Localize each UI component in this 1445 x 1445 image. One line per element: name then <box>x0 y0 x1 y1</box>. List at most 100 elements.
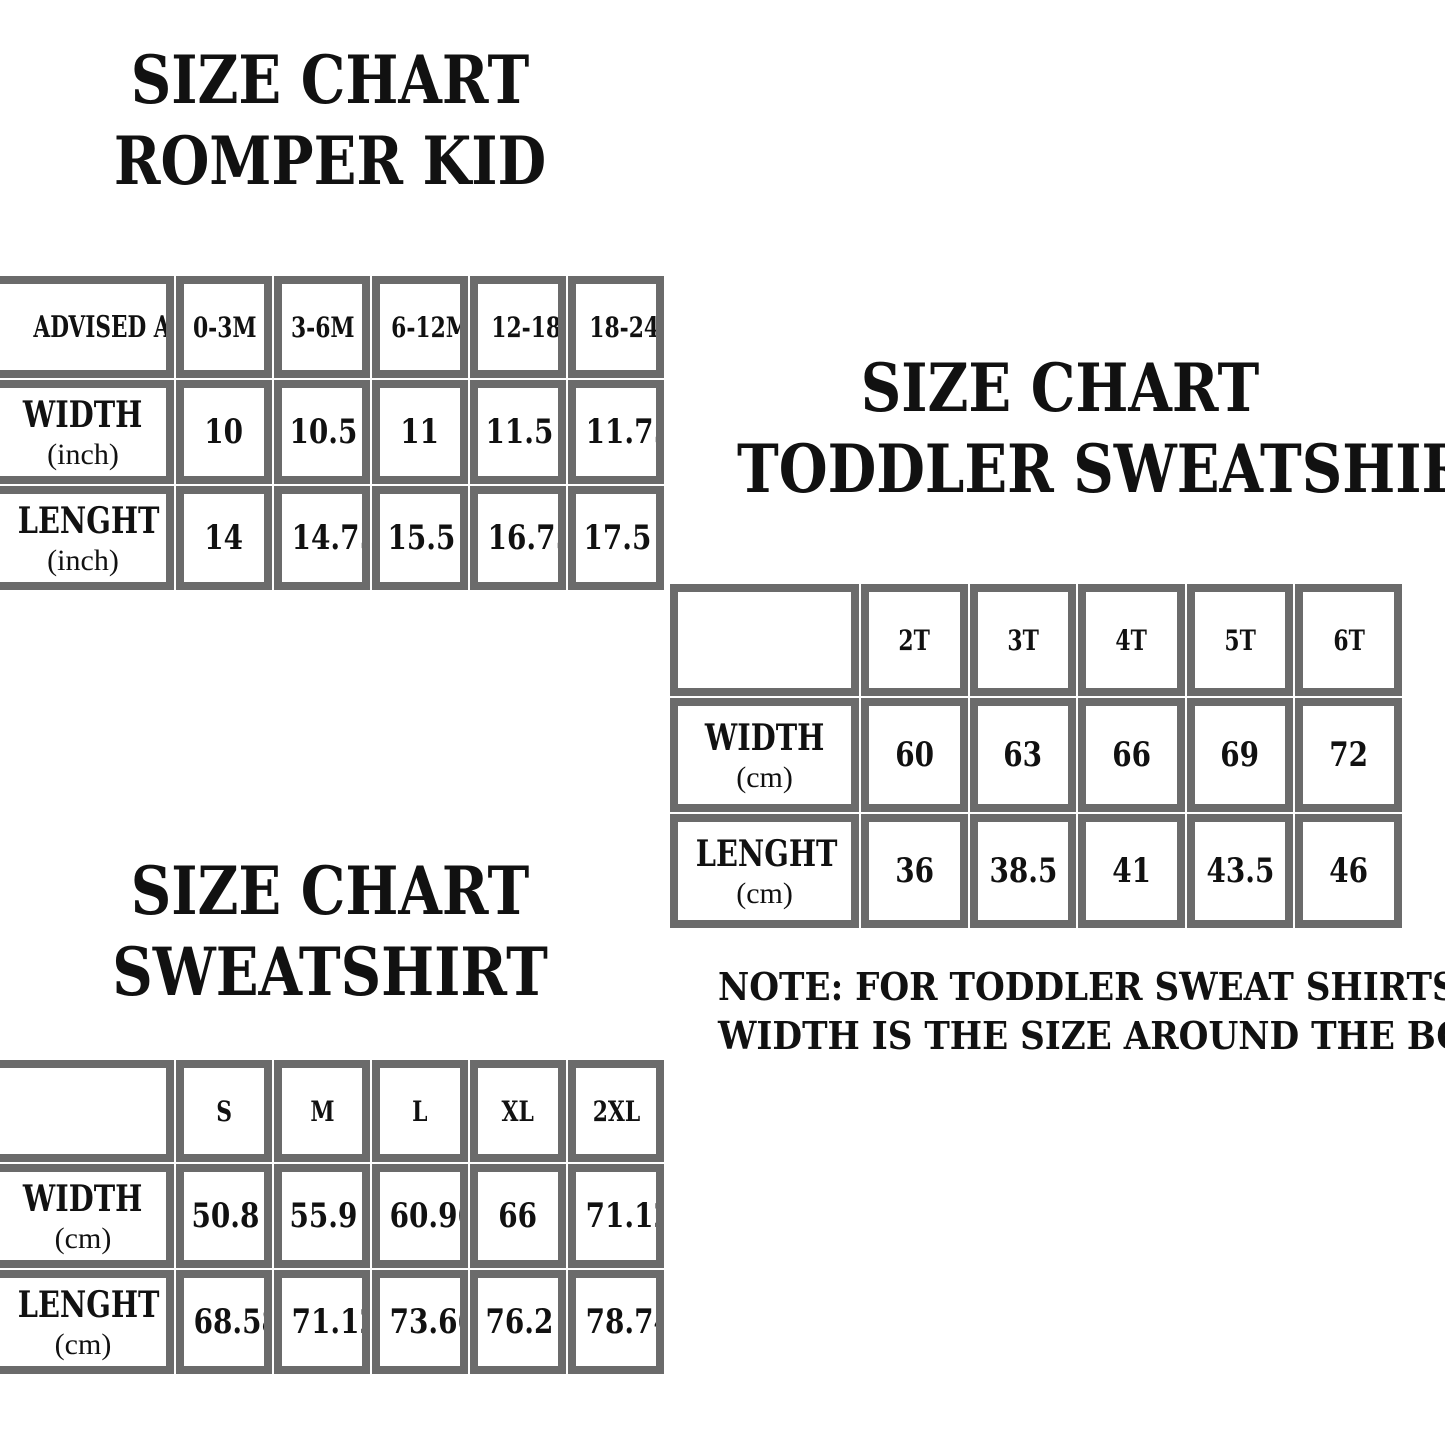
value-text: 36 <box>894 851 934 891</box>
header-cell: 4T <box>1078 584 1185 696</box>
value-text: 10 <box>204 412 244 452</box>
header-cell-text: 3-6M <box>290 310 355 344</box>
value-cell: 41 <box>1078 814 1185 928</box>
header-cell: XL <box>470 1060 566 1162</box>
romper-title-line2: ROMPER KID <box>113 121 547 200</box>
header-cell-text: L <box>412 1094 428 1128</box>
sweatshirt-chart-title: SIZE CHART SWEATSHIRT <box>50 851 611 1012</box>
toddler-chart-title: SIZE CHART TODDLER SWEATSHIRT <box>737 348 1445 509</box>
header-cell: 5T <box>1186 584 1294 696</box>
header-cell: M <box>274 1060 370 1162</box>
romper-title-line1: SIZE CHART <box>130 41 530 119</box>
toddler-size-table: 2T 3T 4T 5T 6T WIDTH (cm) 60 63 66 69 72… <box>668 582 1404 930</box>
value-text: 14.75 <box>291 518 362 558</box>
value-text: 10.5 <box>289 412 358 452</box>
value-text: 43.5 <box>1206 851 1275 891</box>
header-cell-text: 0-3M <box>192 310 257 344</box>
value-cell: 72 <box>1295 698 1402 812</box>
table-row-width: WIDTH (cm) 60 63 66 69 72 <box>670 698 1402 812</box>
table-header-row: 2T 3T 4T 5T 6T <box>670 584 1402 696</box>
value-cell: 46 <box>1295 814 1402 928</box>
value-text: 78.74 <box>585 1302 656 1342</box>
value-cell: 43.5 <box>1186 814 1294 928</box>
value-cell: 73.66 <box>372 1270 468 1374</box>
header-cell-text: M <box>309 1094 335 1128</box>
value-cell: 71.12 <box>568 1164 664 1268</box>
row-label: WIDTH <box>23 393 143 436</box>
row-unit: (cm) <box>736 876 793 910</box>
value-cell: 36 <box>861 814 968 928</box>
toddler-note-line2: WIDTH IS THE SIZE AROUND THE BODY. <box>718 1013 1445 1059</box>
value-text: 16.75 <box>487 518 558 558</box>
row-label-cell: LENGHT (cm) <box>0 1270 174 1374</box>
toddler-title-line1: SIZE CHART <box>860 349 1260 427</box>
value-text: 11.5 <box>485 412 554 452</box>
sweatshirt-size-table: S M L XL 2XL WIDTH (cm) 50.8 55.9 60.9 6 … <box>0 1058 666 1376</box>
header-cell: 6-12M <box>372 276 468 378</box>
row-unit: (cm) <box>54 1221 112 1255</box>
value-text: 68.58 <box>193 1302 264 1342</box>
value-cell: 60 <box>861 698 968 812</box>
header-cell-text: 6-12M <box>391 310 468 344</box>
table-row-width: WIDTH (inch) 10 10.5 11 11.5 11.75 <box>0 380 664 484</box>
header-cell-text: XL <box>501 1094 535 1128</box>
row-label-cell: LENGHT (inch) <box>0 486 174 590</box>
row-label: WIDTH <box>704 716 825 759</box>
header-cell: 0-3M <box>176 276 272 378</box>
value-cell: 15.5 <box>372 486 468 590</box>
header-cell-text: 3T <box>1007 623 1039 657</box>
row-label-cell: WIDTH (inch) <box>0 380 174 484</box>
value-text: 71.12 <box>585 1196 656 1236</box>
header-cell-text: 5T <box>1224 623 1256 657</box>
header-cell-text: 12-18M <box>491 310 562 344</box>
row-label: LENGHT <box>695 832 838 875</box>
sweatshirt-title-line2: SWEATSHIRT <box>112 932 548 1011</box>
table-row-length: LENGHT (cm) 36 38.5 41 43.5 46 <box>670 814 1402 928</box>
table-header-row: ADVISED AGE 0-3M 3-6M 6-12M 12-18M 18-24… <box>0 276 664 378</box>
romper-chart-title: SIZE CHART ROMPER KID <box>50 40 611 201</box>
header-cell: 2T <box>861 584 968 696</box>
value-cell: 38.5 <box>969 814 1077 928</box>
value-cell: 69 <box>1186 698 1294 812</box>
value-text: 72 <box>1329 735 1369 775</box>
value-text: 55.9 <box>289 1196 358 1236</box>
value-cell: 71.12 <box>274 1270 370 1374</box>
value-text: 14 <box>204 518 244 558</box>
value-cell: 17.5 <box>568 486 664 590</box>
value-text: 60.96 <box>389 1196 460 1236</box>
value-cell: 10 <box>176 380 272 484</box>
row-label-cell: WIDTH (cm) <box>670 698 860 812</box>
value-text: 17.5 <box>583 518 652 558</box>
row-label-cell: LENGHT (cm) <box>670 814 860 928</box>
header-cell: 3T <box>969 584 1077 696</box>
value-cell: 10.5 <box>274 380 370 484</box>
table-row-length: LENGHT (cm) 68.58 71.12 73.66 76.2 78.74 <box>0 1270 664 1374</box>
header-cell-text: 4T <box>1115 623 1148 657</box>
value-text: 60 <box>894 735 934 775</box>
row-unit: (cm) <box>736 760 793 794</box>
value-cell: 66 <box>470 1164 566 1268</box>
value-cell: 11.5 <box>470 380 566 484</box>
row-unit: (inch) <box>47 543 119 577</box>
header-cell: S <box>176 1060 272 1162</box>
header-cell-text: 6T <box>1332 623 1365 657</box>
value-text: 71.12 <box>291 1302 362 1342</box>
header-cell-text: S <box>216 1094 232 1128</box>
value-cell: 68.58 <box>176 1270 272 1374</box>
table-row-length: LENGHT (inch) 14 14.75 15.5 16.75 17.5 <box>0 486 664 590</box>
value-text: 15.5 <box>387 518 456 558</box>
header-cell: L <box>372 1060 468 1162</box>
value-text: 46 <box>1329 851 1369 891</box>
header-cell-empty <box>670 584 860 696</box>
header-cell: 18-24M <box>568 276 664 378</box>
value-text: 38.5 <box>988 851 1057 891</box>
header-cell: 6T <box>1295 584 1402 696</box>
header-cell: 12-18M <box>470 276 566 378</box>
value-text: 50.8 <box>191 1196 260 1236</box>
header-cell-empty <box>0 1060 174 1162</box>
row-unit: (cm) <box>54 1327 112 1361</box>
value-text: 63 <box>1003 735 1043 775</box>
header-cell-text: 2XL <box>592 1094 640 1128</box>
value-cell: 14.75 <box>274 486 370 590</box>
